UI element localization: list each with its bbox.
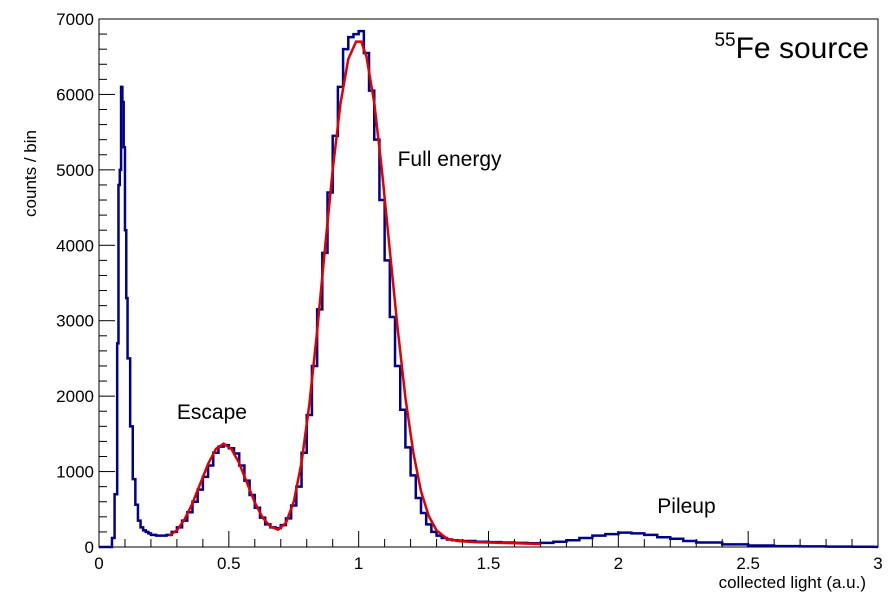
y-tick-label: 3000 (56, 312, 94, 331)
chart-title-main: Fe source (736, 32, 869, 65)
annotation-escape: Escape (177, 401, 247, 424)
fit-curve (168, 40, 541, 546)
x-tick-label: 1.5 (477, 554, 501, 573)
annotation-full-energy: Full energy (398, 148, 502, 171)
x-axis-title: collected light (a.u.) (719, 573, 866, 592)
y-axis-title: counts / bin (21, 130, 40, 217)
y-tick-label: 5000 (56, 161, 94, 180)
y-tick-label: 6000 (56, 85, 94, 104)
histogram-series (99, 29, 878, 549)
chart-title: 55Fe source (714, 30, 869, 65)
y-tick-label: 2000 (56, 387, 94, 406)
peak-annotations: Escape Full energy Pileup (177, 148, 716, 518)
x-tick-label: 3 (873, 554, 882, 573)
x-tick-label: 2 (614, 554, 623, 573)
plot-frame (98, 18, 879, 548)
y-tick-label: 0 (85, 538, 94, 557)
annotation-pileup: Pileup (657, 495, 715, 518)
x-tick-label: 1 (354, 554, 363, 573)
axis-ticks (98, 18, 879, 548)
x-tick-label: 0.5 (217, 554, 241, 573)
y-tick-label: 7000 (56, 10, 94, 29)
chart-title-superscript: 55 (714, 30, 735, 51)
y-tick-label: 1000 (56, 463, 94, 482)
tick-labels: 0 0.5 1 1.5 2 2.5 3 0 1000 2000 3000 4000 5000 6000 70… (56, 10, 883, 573)
y-tick-label: 4000 (56, 236, 94, 255)
x-tick-label: 2.5 (736, 554, 760, 573)
x-tick-label: 0 (94, 554, 103, 573)
